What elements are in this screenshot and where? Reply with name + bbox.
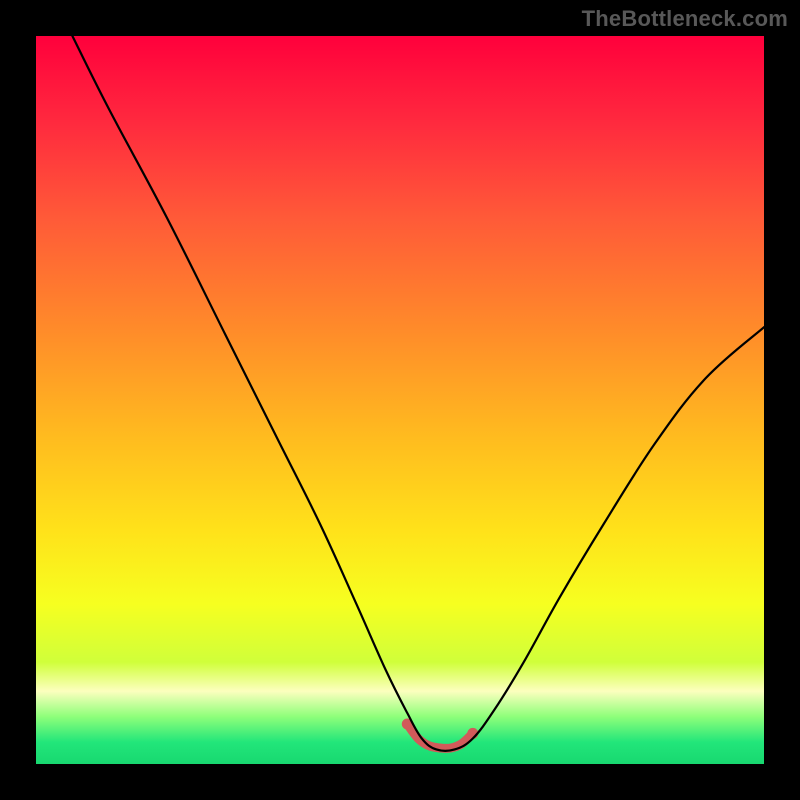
watermark-text: TheBottleneck.com (582, 6, 788, 32)
chart-root: TheBottleneck.com (0, 0, 800, 800)
bottleneck-curve-chart (0, 0, 800, 800)
chart-gradient-bg (36, 36, 764, 764)
